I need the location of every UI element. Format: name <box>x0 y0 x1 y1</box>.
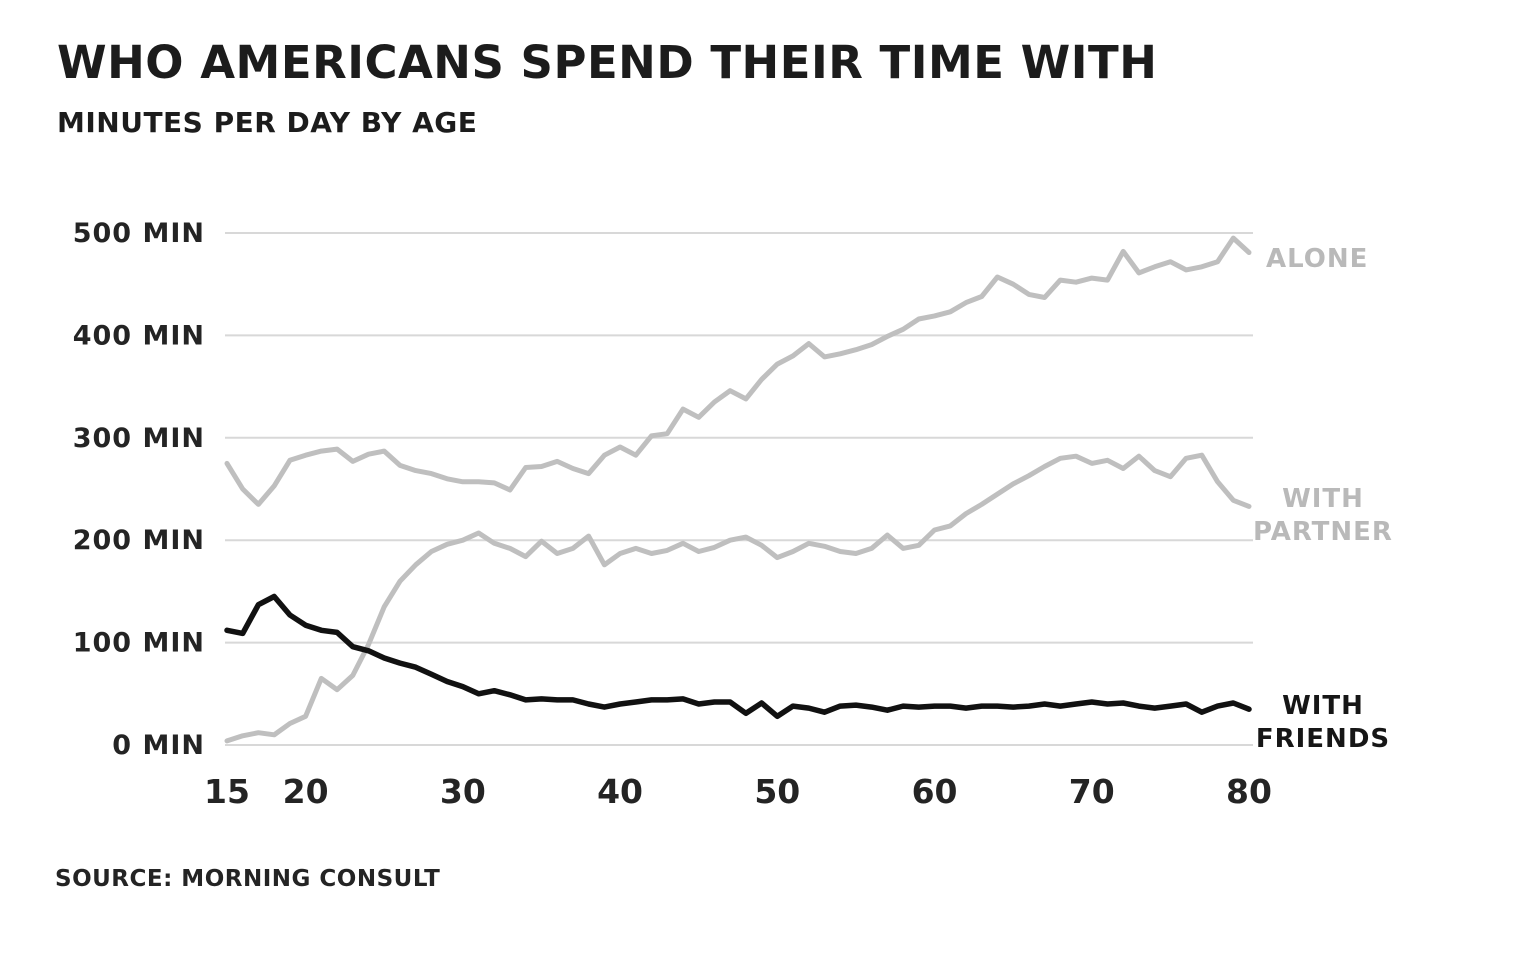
series-label-alone: ALONE <box>1266 243 1368 276</box>
x-axis-tick-labels: 15 20 30 40 50 60 70 80 <box>204 772 1272 811</box>
chart-subtitle: MINUTES PER DAY BY AGE <box>57 106 478 139</box>
x-tick-label: 70 <box>1069 772 1115 811</box>
x-tick-label: 20 <box>283 772 329 811</box>
y-tick-label: 400 MIN <box>73 320 205 351</box>
gridlines <box>225 232 1253 746</box>
series-line-with-partner <box>224 452 1252 744</box>
x-tick-label: 30 <box>440 772 486 811</box>
series-lines <box>224 235 1252 744</box>
series-label-alone-text: ALONE <box>1266 244 1369 274</box>
series-label-partner-line1: WITH <box>1282 484 1364 514</box>
series-label-with-partner: WITH PARTNER <box>1248 483 1398 549</box>
y-tick-label: 0 MIN <box>112 730 205 761</box>
chart-title: WHO AMERICANS SPEND THEIR TIME WITH <box>57 36 1158 89</box>
y-tick-label: 200 MIN <box>73 525 205 556</box>
y-tick-label: 300 MIN <box>73 423 205 454</box>
x-tick-label: 15 <box>204 772 250 811</box>
x-tick-label: 80 <box>1226 772 1272 811</box>
y-tick-label: 100 MIN <box>73 628 205 659</box>
series-label-friends-line1: WITH <box>1282 691 1364 721</box>
y-tick-label: 500 MIN <box>73 218 205 249</box>
series-label-friends-line2: FRIENDS <box>1255 724 1391 754</box>
series-line-with-friends <box>224 593 1252 720</box>
x-tick-label: 60 <box>912 772 958 811</box>
series-label-partner-line2: PARTNER <box>1253 517 1393 547</box>
x-tick-label: 40 <box>597 772 643 811</box>
y-axis-tick-labels: 0 MIN 100 MIN 200 MIN 300 MIN 400 MIN 500 MIN <box>73 218 205 761</box>
x-tick-label: 50 <box>754 772 800 811</box>
series-line-alone <box>224 235 1252 507</box>
source-note: SOURCE: MORNING CONSULT <box>55 866 441 892</box>
series-label-with-friends: WITH FRIENDS <box>1248 690 1398 756</box>
